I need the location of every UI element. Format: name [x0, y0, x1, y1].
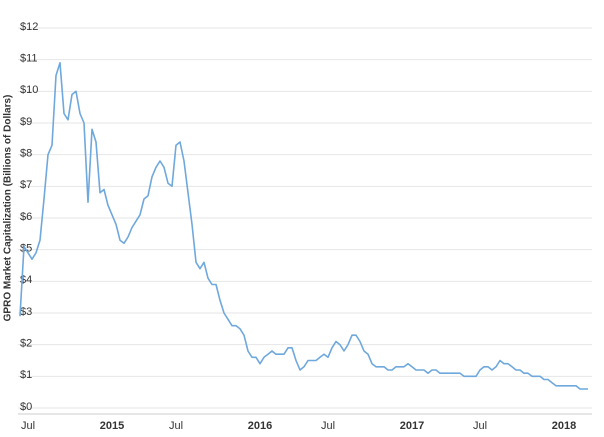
price-line	[19, 62, 588, 390]
y-tick-label: $3	[20, 306, 32, 318]
x-tick-label: Jul	[21, 420, 35, 432]
x-tick-label: 2017	[400, 420, 424, 432]
x-tick-label: 2018	[552, 420, 576, 432]
x-tick-label: Jul	[169, 420, 183, 432]
y-tick-label: $11	[20, 53, 38, 65]
x-tick-label: 2016	[248, 420, 272, 432]
y-tick-label: $7	[20, 179, 32, 191]
x-tick-label: 2015	[100, 420, 124, 432]
x-tick-label: Jul	[473, 420, 487, 432]
y-tick-label: $12	[20, 21, 38, 33]
y-tick-label: $1	[20, 369, 32, 381]
y-tick-label: $8	[20, 148, 32, 160]
y-tick-label: $0	[20, 401, 32, 413]
y-tick-label: $4	[20, 274, 32, 286]
y-tick-label: $2	[20, 338, 32, 350]
y-axis-title: GPRO Market Capitalization (Billions of …	[3, 95, 14, 322]
y-tick-label: $9	[20, 116, 32, 128]
x-tick-label: Jul	[321, 420, 335, 432]
y-tick-label: $6	[20, 211, 32, 223]
y-tick-label: $10	[20, 84, 38, 96]
